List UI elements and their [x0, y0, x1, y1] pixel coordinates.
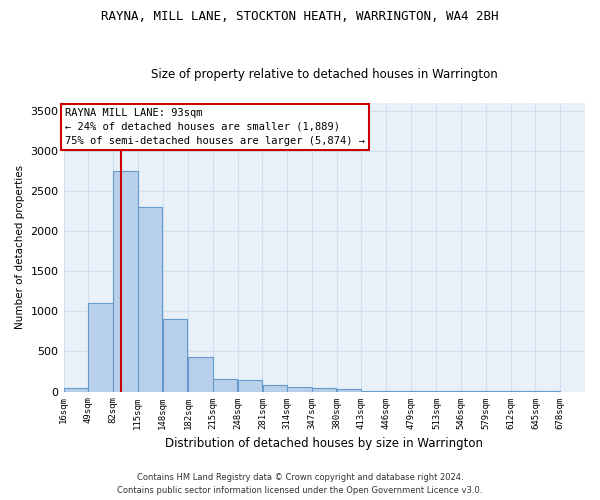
Bar — [287, 387, 312, 392]
Title: Size of property relative to detached houses in Warrington: Size of property relative to detached ho… — [151, 68, 497, 81]
Y-axis label: Number of detached properties: Number of detached properties — [15, 165, 25, 330]
Bar — [138, 207, 163, 392]
Bar — [188, 357, 212, 392]
Text: RAYNA MILL LANE: 93sqm
← 24% of detached houses are smaller (1,889)
75% of semi-: RAYNA MILL LANE: 93sqm ← 24% of detached… — [65, 108, 365, 146]
Bar — [213, 378, 238, 392]
Bar — [163, 320, 187, 392]
Bar — [113, 171, 137, 392]
Bar — [362, 391, 386, 392]
Text: Contains HM Land Registry data © Crown copyright and database right 2024.
Contai: Contains HM Land Registry data © Crown c… — [118, 474, 482, 495]
Bar — [337, 389, 361, 392]
X-axis label: Distribution of detached houses by size in Warrington: Distribution of detached houses by size … — [165, 437, 483, 450]
Text: RAYNA, MILL LANE, STOCKTON HEATH, WARRINGTON, WA4 2BH: RAYNA, MILL LANE, STOCKTON HEATH, WARRIN… — [101, 10, 499, 23]
Bar — [64, 388, 88, 392]
Bar — [88, 304, 113, 392]
Bar — [312, 388, 337, 392]
Bar — [238, 380, 262, 392]
Bar — [263, 385, 287, 392]
